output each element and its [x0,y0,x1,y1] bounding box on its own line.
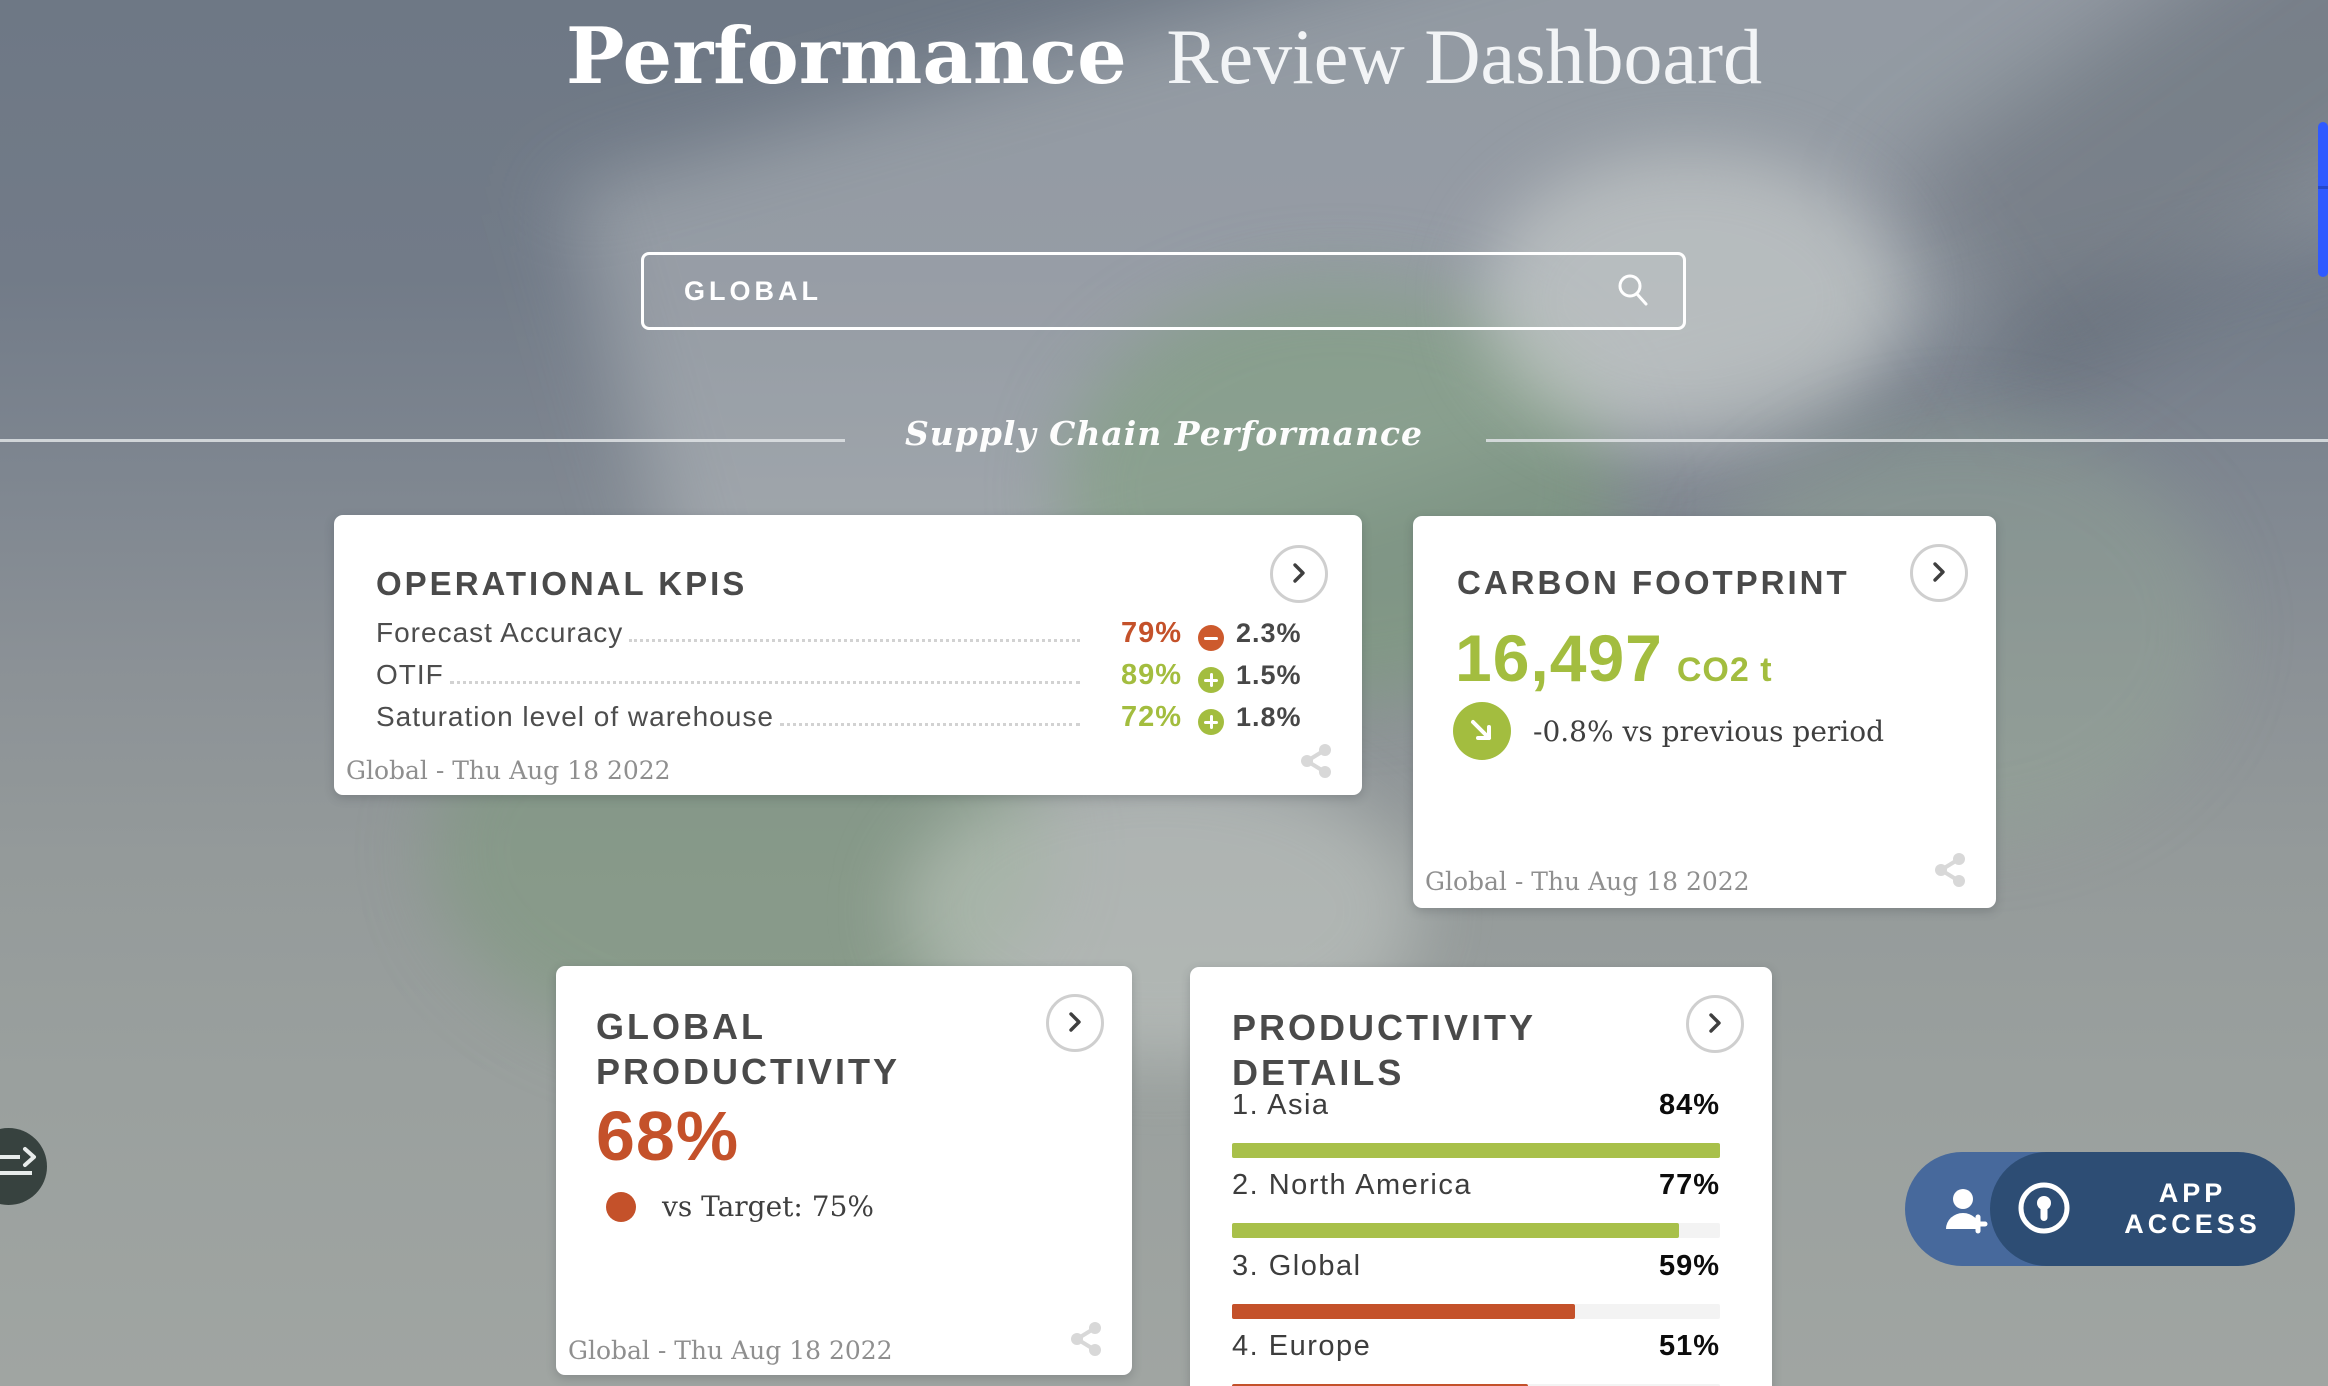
app-access-button[interactable]: APP ACCESS [1905,1152,2295,1266]
arrow-down-right-icon [1453,702,1511,760]
region-label: 3. Global [1232,1250,1362,1282]
bar-track [1232,1223,1720,1238]
share-button[interactable] [1068,1320,1106,1361]
dotted-leader [779,723,1080,726]
kpi-label: OTIF [376,659,444,690]
search-bar[interactable]: GLOBAL [641,252,1686,330]
bar-track [1232,1304,1720,1319]
region-label: 2. North America [1232,1169,1472,1201]
region-label: 4. Europe [1232,1330,1372,1362]
scrollbar-thumb[interactable] [2318,122,2328,277]
chevron-right-icon [1287,561,1311,588]
bar-fill [1232,1384,1529,1386]
person-add-icon [1933,1179,1993,1242]
card-title: OPERATIONAL KPIS [376,565,748,602]
panel-expand-icon [0,1143,42,1190]
card-title: GLOBAL PRODUCTIVITY [596,1004,900,1094]
app-access-pill[interactable]: APP ACCESS [1990,1152,2295,1266]
kpi-row: OTIF 89% 1.5% [376,659,1320,701]
card-global-productivity: GLOBAL PRODUCTIVITY 68% vs Target: 75% G… [556,966,1132,1375]
carbon-trend-text: -0.8% vs previous period [1533,714,1885,748]
keyhole-icon [2016,1180,2072,1239]
chevron-right-icon [1703,1011,1727,1038]
chevron-right-icon [1927,560,1951,587]
card-operational-kpis: OPERATIONAL KPIS Forecast Accuracy 79% 2… [334,515,1362,795]
target-text: vs Target: 75% [662,1190,874,1223]
region-value: 84% [1658,1089,1720,1121]
productivity-item: 3. Global 59% [1232,1250,1720,1319]
kpi-value: 89% [1120,659,1182,691]
target-row: vs Target: 75% [606,1190,874,1223]
kpi-delta: 1.5% [1236,660,1302,690]
card-title-line1: PRODUCTIVITY [1232,1007,1537,1048]
bar-track [1232,1384,1720,1386]
card-productivity-details: PRODUCTIVITY DETAILS 1. Asia 84% 2. Nort… [1190,967,1772,1386]
region-value: 77% [1658,1169,1720,1201]
card-title: CARBON FOOTPRINT [1457,564,1850,601]
carbon-value-row: 16,497 CO2 t [1455,620,1773,696]
region-value: 51% [1658,1330,1720,1362]
region-value: 59% [1658,1250,1720,1282]
productivity-item: 2. North America 77% [1232,1169,1720,1238]
share-icon [1932,853,1970,892]
card-expand-button[interactable] [1686,995,1744,1053]
card-expand-button[interactable] [1046,994,1104,1052]
bar-track [1232,1143,1720,1158]
card-expand-button[interactable] [1270,545,1328,603]
share-button[interactable] [1932,851,1970,892]
card-footer: Global - Thu Aug 18 2022 [346,756,671,785]
search-icon [1613,270,1653,313]
kpi-delta: 1.8% [1236,702,1302,732]
card-expand-button[interactable] [1910,544,1968,602]
section-divider-left [0,439,845,442]
bar-fill [1232,1143,1720,1158]
page-title-light: Review Dashboard [1166,13,1763,100]
search-button[interactable] [1611,269,1655,313]
kpi-label: Forecast Accuracy [376,617,624,648]
dotted-leader [449,681,1080,684]
share-icon [1298,744,1336,783]
kpi-row: Forecast Accuracy 79% 2.3% [376,617,1320,659]
card-footer: Global - Thu Aug 18 2022 [568,1336,893,1365]
kpi-value: 72% [1120,701,1182,733]
card-title-line2: PRODUCTIVITY [596,1051,901,1092]
kpi-value: 79% [1120,617,1182,649]
share-button[interactable] [1298,742,1336,783]
search-input[interactable]: GLOBAL [684,275,822,306]
card-title-line2: DETAILS [1232,1052,1405,1093]
page-title-bold: Performance [565,11,1127,102]
kpi-row: Saturation level of warehouse 72% 1.8% [376,701,1320,743]
kpi-label: Saturation level of warehouse [376,701,774,732]
card-footer: Global - Thu Aug 18 2022 [1425,867,1750,896]
region-label: 1. Asia [1232,1089,1330,1121]
dot-icon [606,1191,636,1222]
section-divider-right [1486,439,2328,442]
app-access-label: APP ACCESS [2124,1178,2261,1239]
kpi-delta: 2.3% [1236,618,1302,648]
carbon-trend: -0.8% vs previous period [1453,702,1884,760]
chevron-right-icon [1063,1010,1087,1037]
minus-circle-icon [1198,625,1224,651]
section-title: Supply Chain Performance [904,414,1424,453]
plus-circle-icon [1198,667,1224,693]
bar-fill [1232,1223,1680,1238]
global-productivity-value: 68% [596,1097,740,1175]
carbon-unit: CO2 t [1676,651,1773,689]
card-carbon-footprint: CARBON FOOTPRINT 16,497 CO2 t -0.8% vs p… [1413,516,1996,908]
carbon-value: 16,497 [1455,621,1663,695]
dotted-leader [629,639,1080,642]
productivity-item: 1. Asia 84% [1232,1089,1720,1158]
productivity-item: 4. Europe 51% [1232,1330,1720,1386]
card-title: PRODUCTIVITY DETAILS [1232,1005,1536,1095]
share-icon [1068,1322,1106,1361]
card-title-line1: GLOBAL [596,1006,766,1047]
page-title: Performance Review Dashboard [0,0,2328,113]
bar-fill [1232,1304,1575,1319]
plus-circle-icon [1198,709,1224,735]
